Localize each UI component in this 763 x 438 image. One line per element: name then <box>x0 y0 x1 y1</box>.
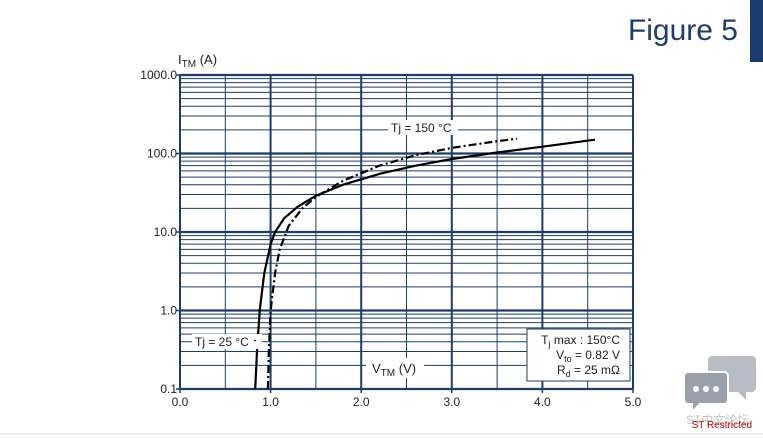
footer-label: ST Restricted <box>692 420 752 431</box>
annotation-text-sub: j <box>548 339 551 349</box>
annotation-text-main: V <box>556 348 564 362</box>
x-tick-label: 5.0 <box>625 395 642 409</box>
label-leader <box>253 339 257 342</box>
y-axis-label: ITM (A) <box>178 52 217 70</box>
y-tick-label: 0.1 <box>160 382 177 396</box>
series-label: Tj = 150 °C <box>391 121 452 135</box>
x-tick-label: 1.0 <box>262 395 279 409</box>
y-tick-label: 1000.0 <box>140 68 177 82</box>
x-axis-label: VTM (V) <box>372 361 416 379</box>
series-label: Tj = 25 °C <box>195 335 249 349</box>
accent-bar <box>750 0 763 62</box>
x-axis-label-main: V <box>372 361 381 376</box>
x-tick-label: 2.0 <box>353 395 370 409</box>
x-tick-label: 3.0 <box>443 395 460 409</box>
annotation-text: Vto = 0.82 V <box>556 348 620 364</box>
watermark-icon <box>683 356 756 415</box>
label-bg <box>366 358 424 378</box>
x-axis-label-sub: TM <box>381 368 395 379</box>
page-title: Figure 5 <box>628 14 738 47</box>
label-bg <box>192 334 262 349</box>
y-tick-label: 100.0 <box>147 147 177 161</box>
annotation-text: Tj max : 150°C <box>541 333 620 349</box>
annotation-text-sub: to <box>564 354 572 364</box>
annotation-text-sub: d <box>566 369 571 379</box>
annotation-text-main: R <box>557 363 566 377</box>
x-axis-label-rest: (V) <box>395 361 416 376</box>
label-bg <box>388 120 458 135</box>
annotation-text-rest: = 0.82 V <box>572 348 620 362</box>
series-line <box>254 138 596 390</box>
series-line <box>266 137 518 390</box>
x-tick-label: 0.0 <box>172 395 189 409</box>
annotation-box <box>526 328 631 382</box>
y-tick-label: 1.0 <box>160 304 177 318</box>
annotation-text-rest: max : 150°C <box>551 333 621 347</box>
y-axis-label-sub: TM <box>182 59 196 70</box>
x-tick-label: 4.0 <box>534 395 551 409</box>
y-tick-label: 10.0 <box>154 225 178 239</box>
y-axis-label-rest: (A) <box>196 52 217 67</box>
y-axis-label-main: I <box>178 52 182 67</box>
annotation-text-main: T <box>541 333 549 347</box>
annotation-text-rest: = 25 mΩ <box>571 363 620 377</box>
annotation-text: Rd = 25 mΩ <box>557 363 620 379</box>
watermark-text: ST中文论坛 <box>686 412 749 427</box>
